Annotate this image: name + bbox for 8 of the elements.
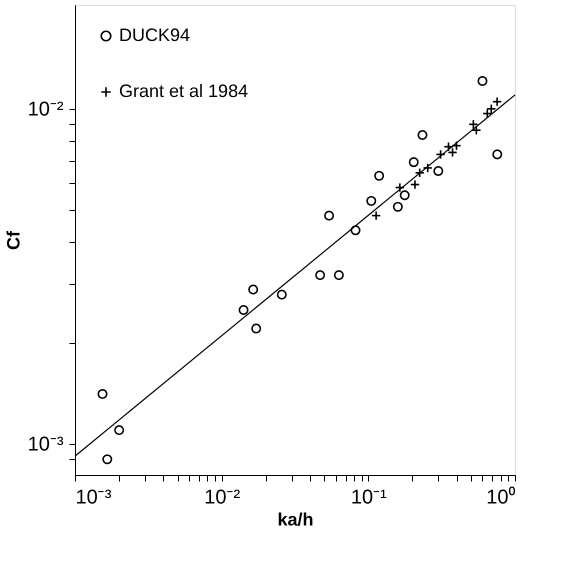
x-axis-title: ka/h [277,510,314,530]
x-tick-label: 10⁻¹ [350,486,388,508]
x-tick-label: 10⁻³ [76,486,112,508]
x-tick-label: 10⁰ [486,486,516,508]
legend-label: DUCK94 [119,25,190,45]
legend-label: Grant et al 1984 [119,81,248,101]
y-axis-title: Cf [4,230,24,250]
x-tick-label: 10⁻² [204,486,240,508]
